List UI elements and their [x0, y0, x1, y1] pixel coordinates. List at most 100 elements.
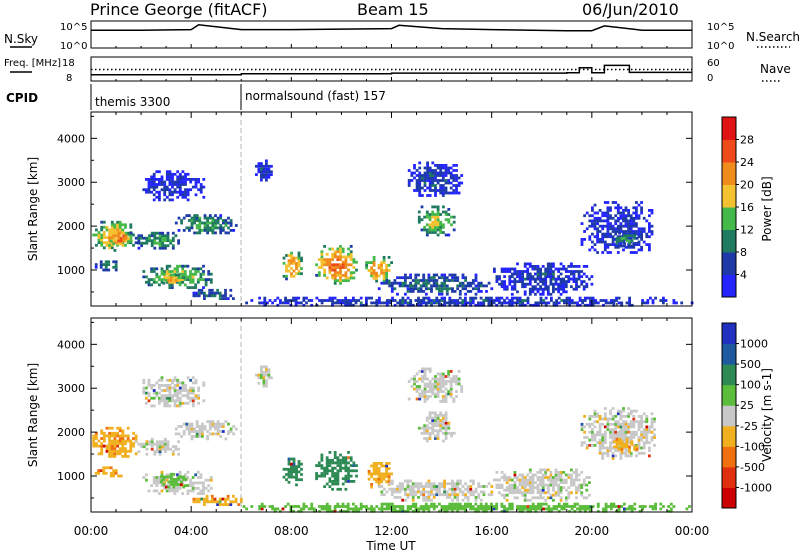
power-echo-cell [417, 273, 420, 277]
power-echo-cell [487, 281, 491, 285]
velocity-echo-cell [615, 440, 619, 444]
power-echo-cell [430, 303, 433, 307]
power-echo-cell [444, 213, 448, 216]
velocity-echo-cell [640, 438, 643, 442]
velocity-echo-cell [598, 430, 602, 434]
power-echo-cell [147, 183, 151, 186]
velocity-echo-cell [267, 376, 271, 380]
power-echo-cell [596, 211, 599, 215]
velocity-echo-cell [431, 416, 435, 420]
velocity-echo-cell [176, 389, 180, 392]
velocity-echo-cell [216, 432, 220, 436]
power-echo-cell [99, 265, 103, 269]
power-echo-cell [448, 273, 452, 277]
power-echo-cell [170, 280, 174, 284]
velocity-echo-cell [262, 376, 266, 380]
velocity-echo-cell [619, 433, 623, 437]
velocity-echo-cell [380, 485, 384, 488]
power-echo-cell [464, 301, 467, 305]
power-echo-cell [192, 294, 196, 298]
velocity-echo-cell [614, 430, 618, 434]
velocity-echo-cell [425, 426, 429, 430]
power-echo-cell [612, 301, 616, 305]
velocity-echo-cell [580, 422, 584, 426]
power-echo-cell [526, 270, 530, 273]
velocity-echo-cell [513, 476, 517, 479]
power-echo-cell [260, 178, 263, 182]
velocity-echo-cell [155, 484, 159, 487]
velocity-echo-cell [612, 505, 616, 508]
velocity-echo-cell [622, 436, 625, 439]
power-echo-cell [140, 234, 143, 238]
power-echo-cell [331, 258, 334, 261]
power-echo-cell [393, 303, 397, 307]
velocity-echo-cell [430, 493, 433, 497]
power-echo-cell [155, 190, 159, 194]
power-echo-cell [171, 183, 174, 186]
power-echo-cell [593, 203, 597, 207]
velocity-echo-cell [352, 469, 356, 473]
power-echo-cell [546, 287, 550, 291]
velocity-echo-cell [588, 444, 592, 447]
power-echo-cell [295, 261, 298, 265]
velocity-echo-cell [194, 378, 198, 382]
power-echo-cell [472, 281, 475, 285]
power-echo-cell [451, 273, 454, 277]
power-echo-cell [546, 275, 550, 278]
velocity-echo-cell [292, 475, 296, 479]
power-echo-cell [606, 230, 610, 233]
power-echo-cell [372, 258, 376, 262]
velocity-echo-cell [409, 485, 412, 488]
velocity-echo-cell [206, 437, 209, 441]
velocity-echo-cell [172, 472, 176, 476]
power-echo-cell [297, 251, 301, 255]
cpid-panel: CPID themis 3300 normalsound (fast) 157 [6, 84, 386, 110]
power-echo-cell [411, 303, 415, 307]
velocity-echo-cell [218, 500, 222, 504]
velocity-echo-cell [614, 415, 618, 418]
velocity-echo-cell [190, 437, 194, 441]
power-echo-cell [572, 272, 576, 276]
velocity-echo-cell [216, 430, 220, 433]
power-echo-cell [439, 223, 443, 227]
power-echo-cell [148, 236, 151, 240]
power-echo-cell [197, 178, 200, 181]
velocity-echo-cell [447, 426, 451, 430]
velocity-echo-cell [126, 437, 130, 440]
power-echo-cell [255, 164, 258, 168]
power-echo-cell [531, 290, 535, 294]
power-echo-cell [466, 284, 470, 288]
power-echo-cell [578, 296, 582, 300]
velocity-echo-cell [203, 425, 207, 428]
power-echo-cell [474, 303, 478, 307]
power-echo-cell [618, 231, 621, 235]
power-echo-cell [380, 271, 383, 275]
velocity-echo-cell [662, 505, 665, 508]
velocity-echo-cell [257, 381, 261, 385]
power-echo-cell [176, 267, 179, 271]
velocity-echo-cell [508, 478, 512, 482]
velocity-echo-cell [458, 507, 462, 511]
power-echo-cell [451, 276, 454, 280]
velocity-echo-cell [180, 425, 183, 428]
power-echo-cell [618, 244, 621, 248]
velocity-echo-cell [323, 469, 326, 473]
power-echo-cell [170, 283, 174, 287]
power-echo-cell [577, 275, 581, 278]
power-echo-cell [410, 171, 414, 175]
velocity-echo-cell [570, 468, 573, 472]
velocity-echo-cell [287, 467, 291, 471]
velocity-echo-cell [453, 507, 457, 511]
velocity-echo-cell [622, 415, 625, 418]
velocity-echo-cell [172, 480, 176, 484]
power-echo-cell [426, 166, 429, 170]
power-echo-cell [122, 239, 126, 243]
velocity-echo-cell [409, 490, 412, 494]
velocity-echo-cell [206, 435, 209, 438]
power-echo-cell [614, 230, 618, 233]
velocity-echo-cell [640, 420, 643, 424]
power-echo-cell [619, 230, 623, 233]
power-echo-cell [549, 292, 553, 296]
velocity-echo-cell [124, 439, 127, 443]
velocity-echo-cell [375, 472, 378, 476]
